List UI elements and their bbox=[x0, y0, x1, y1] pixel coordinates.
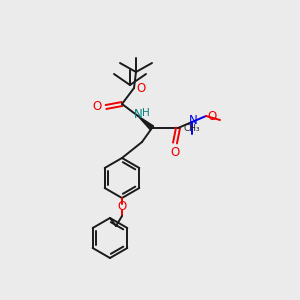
Text: O: O bbox=[170, 146, 180, 159]
Text: H: H bbox=[142, 108, 150, 118]
Text: O: O bbox=[136, 82, 145, 94]
Text: O: O bbox=[117, 200, 127, 214]
Text: CH₃: CH₃ bbox=[184, 124, 200, 133]
Text: N: N bbox=[134, 109, 142, 122]
Text: O: O bbox=[93, 100, 102, 113]
Text: N: N bbox=[189, 113, 197, 127]
Polygon shape bbox=[138, 116, 154, 130]
Text: O: O bbox=[207, 110, 216, 122]
